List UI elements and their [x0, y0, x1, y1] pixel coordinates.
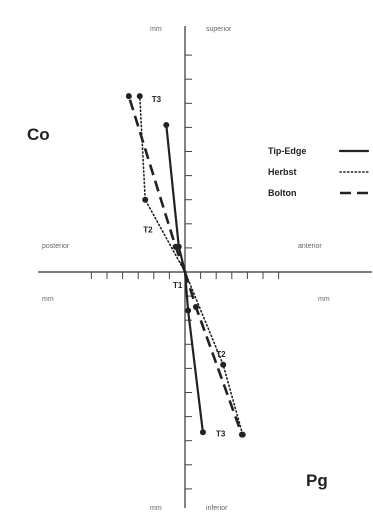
- point-tip-edge-condylion-t3: [163, 121, 170, 128]
- legend-label-bolton: Bolton: [268, 188, 297, 198]
- point-label-t2: T2: [143, 226, 153, 235]
- superior-label: superior: [206, 26, 232, 33]
- series-layer: [125, 93, 246, 438]
- inferior-label: inferior: [206, 505, 228, 512]
- point-label-t1: T1: [173, 281, 183, 290]
- legend: Tip-Edge Herbst Bolton: [268, 146, 370, 198]
- point-label-t3: T3: [216, 429, 226, 438]
- series-line-herbst-condylion: [139, 95, 186, 273]
- legend-label-tip-edge: Tip-Edge: [268, 146, 306, 156]
- point-label-t3: T3: [152, 95, 162, 104]
- legend-label-herbst: Herbst: [268, 167, 297, 177]
- point-bolton-pogonion-t2: [192, 303, 199, 310]
- axes: [38, 26, 372, 508]
- point-tip-edge-pogonion-t3: [199, 429, 206, 436]
- point-label-layer: T3 T2 T1 T2 T3: [143, 95, 226, 438]
- condylion-label: Co: [27, 125, 50, 144]
- point-bolton-condylion-t3: [125, 93, 132, 100]
- point-bolton-pogonion-t3: [238, 431, 245, 438]
- point-bolton-condylion-t2: [172, 243, 179, 250]
- axis-texts: mm superior posterior anterior mm mm mm …: [27, 26, 330, 512]
- point-herbst-condylion-t2: [142, 196, 149, 203]
- left-mm-label: mm: [42, 296, 54, 303]
- right-mm-label: mm: [318, 296, 330, 303]
- point-herbst-condylion-t3: [136, 93, 143, 100]
- pogonion-label: Pg: [306, 471, 328, 490]
- anterior-label: anterior: [298, 243, 322, 250]
- bottom-mm-label: mm: [150, 505, 162, 512]
- point-tip-edge-pogonion-t2: [185, 307, 192, 314]
- x-ticks: [90, 272, 280, 279]
- point-herbst-pogonion-t2: [220, 361, 227, 368]
- point-label-t2: T2: [216, 350, 226, 359]
- top-mm-label: mm: [150, 26, 162, 33]
- posterior-label: posterior: [42, 243, 70, 250]
